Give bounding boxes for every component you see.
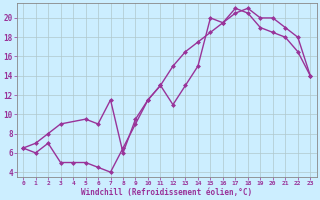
X-axis label: Windchill (Refroidissement éolien,°C): Windchill (Refroidissement éolien,°C): [81, 188, 252, 197]
